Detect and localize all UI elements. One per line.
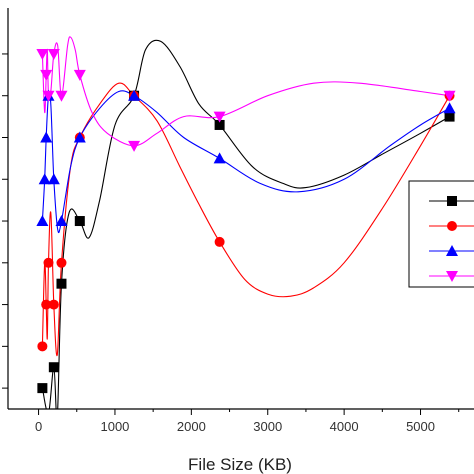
x-tick-label: 5000 — [406, 419, 435, 434]
series-2-point-8 — [214, 236, 225, 247]
x-tick-label: 3000 — [253, 419, 282, 434]
series-1-point-2 — [48, 362, 59, 373]
series-4-point-3 — [42, 90, 55, 102]
series-1-point-1 — [37, 383, 48, 394]
series-3-point-1 — [36, 215, 49, 227]
legend-box — [408, 180, 474, 288]
legend-marker-2 — [447, 221, 457, 231]
series-4-point-1 — [36, 48, 49, 60]
series-1-point-3 — [56, 278, 67, 289]
series-4-point-6 — [73, 69, 86, 81]
series-1-point-7 — [444, 111, 455, 122]
series-4-point-4 — [47, 48, 60, 60]
series-1-point-6 — [214, 119, 225, 130]
series-3-point-10 — [443, 102, 456, 114]
series-3-point-3 — [40, 131, 53, 143]
series-1-point-4 — [74, 216, 85, 227]
series-3-point-6 — [55, 215, 68, 227]
x-tick-label: 0 — [35, 419, 42, 434]
series-2-point-1 — [37, 341, 48, 352]
series-3-point-9 — [213, 152, 226, 164]
series-markers — [36, 48, 456, 394]
series-4-point-9 — [443, 90, 456, 102]
series-2-line — [41, 82, 451, 357]
series-4-point-5 — [55, 90, 68, 102]
x-tick-label: 1000 — [100, 419, 129, 434]
series-3-point-2 — [38, 173, 51, 185]
x-axis-ticks: 0 1000 2000 3000 4000 5000 — [35, 409, 460, 434]
series-curves — [41, 36, 451, 409]
series-1-line — [41, 39, 450, 409]
series-4-point-8 — [213, 111, 226, 123]
legend-marker-4 — [446, 271, 458, 282]
series-2-point-2 — [41, 299, 52, 310]
x-tick-label: 4000 — [330, 419, 359, 434]
x-axis-title: File Size (KB) — [188, 455, 292, 474]
series-3-point-7 — [73, 131, 86, 143]
x-tick-label: 2000 — [177, 419, 206, 434]
series-4-line — [41, 36, 450, 147]
series-3-point-5 — [47, 173, 60, 185]
legend — [408, 180, 474, 288]
y-axis-ticks — [2, 53, 8, 389]
legend-marker-1 — [447, 196, 457, 206]
legend-marker-3 — [446, 245, 458, 256]
series-2-point-4 — [48, 299, 59, 310]
series-4-point-2 — [40, 69, 53, 81]
series-3-line — [41, 90, 450, 234]
series-2-point-5 — [56, 257, 67, 268]
series-2-point-3 — [43, 257, 54, 268]
series-3-point-8 — [128, 89, 141, 101]
series-4-point-7 — [128, 140, 141, 152]
